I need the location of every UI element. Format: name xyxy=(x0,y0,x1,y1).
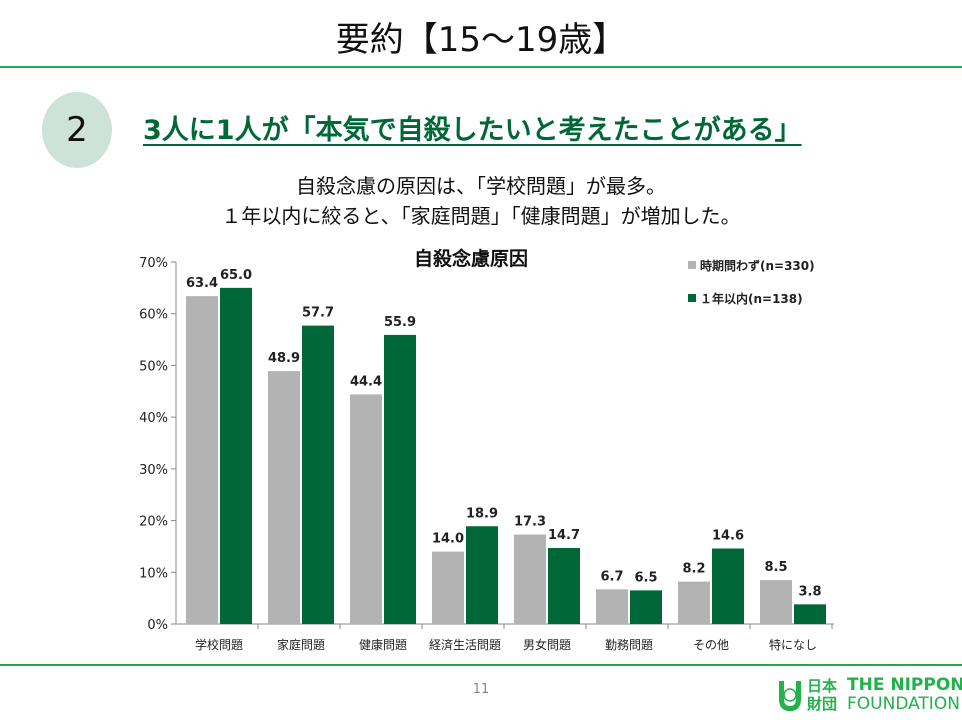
data-label: 18.9 xyxy=(466,506,498,521)
bar xyxy=(630,590,662,624)
data-label: 14.7 xyxy=(548,528,580,543)
data-label: 57.7 xyxy=(302,306,334,321)
data-label: 48.9 xyxy=(268,351,300,366)
x-tick-label: 家庭問題 xyxy=(277,637,325,652)
legend-swatch xyxy=(688,294,696,302)
x-tick-label: 健康問題 xyxy=(359,637,407,652)
y-tick-label: 50% xyxy=(139,359,168,374)
bar xyxy=(712,548,744,624)
bar xyxy=(220,287,252,624)
bar xyxy=(384,334,416,624)
logo-en-line2: FOUNDATION xyxy=(847,694,960,714)
data-label: 44.4 xyxy=(350,374,382,389)
bar xyxy=(302,325,334,624)
y-tick-label: 0% xyxy=(147,618,168,633)
data-label: 3.8 xyxy=(798,584,821,599)
bar xyxy=(760,580,792,624)
data-label: 17.3 xyxy=(514,515,546,530)
headline: 3人に1人が「本気で自殺したいと考えたことがある」 xyxy=(143,115,802,146)
data-label: 6.7 xyxy=(600,569,623,584)
x-tick-label: 男女問題 xyxy=(523,637,571,652)
bar xyxy=(548,547,580,624)
data-label: 14.6 xyxy=(712,528,744,543)
y-tick-label: 30% xyxy=(139,463,168,478)
data-label: 55.9 xyxy=(384,315,416,330)
legend-label: 時期問わず(n=330) xyxy=(700,258,815,273)
logo-en-line1: THE NIPPON xyxy=(847,675,962,695)
x-tick-label: 経済生活問題 xyxy=(429,637,501,652)
bar xyxy=(466,526,498,624)
bar xyxy=(186,296,218,624)
y-tick-label: 70% xyxy=(139,256,168,271)
title-divider xyxy=(0,66,962,68)
bar xyxy=(514,534,546,624)
data-label: 8.2 xyxy=(682,562,705,577)
x-tick-label: 特になし xyxy=(769,637,817,652)
x-tick-label: 勤務問題 xyxy=(605,638,653,652)
bar xyxy=(794,604,826,624)
chart-title: 自殺念慮原因 xyxy=(414,247,528,270)
footer-divider xyxy=(0,664,962,666)
logo-mark-icon xyxy=(779,681,801,711)
y-tick-label: 60% xyxy=(139,308,168,323)
y-tick-label: 10% xyxy=(139,566,168,581)
data-label: 8.5 xyxy=(764,560,787,575)
data-label: 6.5 xyxy=(634,570,657,585)
x-tick-label: 学校問題 xyxy=(195,637,243,652)
data-label: 14.0 xyxy=(432,532,464,547)
logo-jp-text: 日本財団 xyxy=(807,677,838,713)
x-tick-label: その他 xyxy=(693,638,729,652)
subtext-line-2: １年以内に絞ると、「家庭問題」「健康問題」が増加した。 xyxy=(221,204,741,228)
bar xyxy=(350,394,382,624)
bar xyxy=(432,551,464,624)
slide-title: 要約【15〜19歳】 xyxy=(335,20,627,60)
nippon-foundation-logo: 日本財団 THE NIPPON FOUNDATION xyxy=(775,675,962,715)
legend-label: １年以内(n=138) xyxy=(700,291,803,306)
data-label: 65.0 xyxy=(220,268,252,283)
section-number-badge: 2 xyxy=(42,92,112,168)
bar xyxy=(268,371,300,624)
subtext-line-1: 自殺念慮の原因は、「学校問題」が最多。 xyxy=(296,174,666,198)
bar xyxy=(596,589,628,624)
y-tick-label: 20% xyxy=(139,515,168,530)
legend-swatch xyxy=(688,261,696,269)
data-label: 63.4 xyxy=(186,276,218,291)
y-tick-label: 40% xyxy=(139,411,168,426)
bar xyxy=(678,581,710,624)
page-number: 11 xyxy=(472,682,490,697)
